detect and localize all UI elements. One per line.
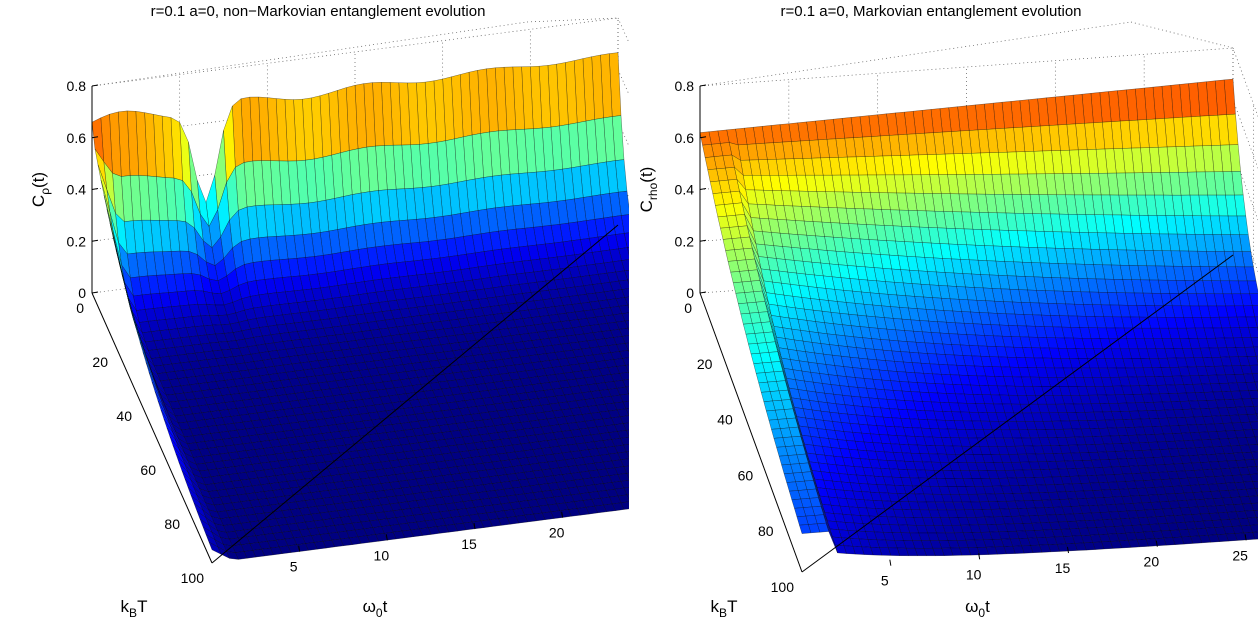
z-axis-label: Crho(t) <box>637 167 660 213</box>
y-tick-label: 60 <box>738 467 754 483</box>
y-axis-line <box>91 292 213 564</box>
chart-title: r=0.1 a=0, non−Markovian entanglement ev… <box>151 3 486 20</box>
surface-plot-non-markovian: r=0.1 a=0, non−Markovian entanglement ev… <box>29 3 629 620</box>
z-tick-label: 0.2 <box>675 233 695 249</box>
y-tick-label: 80 <box>758 523 774 539</box>
x-axis-line <box>801 254 1234 573</box>
chart-left: r=0.1 a=0, non−Markovian entanglement ev… <box>29 3 629 620</box>
surface-patch <box>208 541 222 555</box>
z-tick-label: 0.4 <box>675 182 695 198</box>
y-axis-label: kBT <box>121 597 148 620</box>
y-axis-label: kBT <box>711 597 738 620</box>
y-tick-label: 40 <box>717 412 733 428</box>
x-axis-line <box>211 224 619 564</box>
y-tick-label: 100 <box>771 579 795 595</box>
x-tick-label: 10 <box>966 566 982 582</box>
x-tick-label: 5 <box>881 573 889 589</box>
y-tick-label: 0 <box>76 300 84 316</box>
chart-right: r=0.1 a=0, Markovian entanglement evolut… <box>629 0 1258 623</box>
y-tick-label: 0 <box>684 300 692 316</box>
x-tick-label: 25 <box>1232 547 1248 563</box>
x-tick-label: 10 <box>374 547 390 563</box>
z-tick-label: 0.6 <box>675 130 695 146</box>
x-tick-label: 15 <box>1055 560 1071 576</box>
z-tick-label: 0.8 <box>67 78 87 94</box>
chart-title: r=0.1 a=0, Markovian entanglement evolut… <box>780 3 1081 20</box>
y-tick-label: 20 <box>697 356 713 372</box>
x-axis-label: ω0t <box>363 597 388 620</box>
y-tick-label: 80 <box>164 516 180 532</box>
z-tick-label: 0 <box>686 285 694 301</box>
x-tick-label: 5 <box>290 559 298 575</box>
surface <box>91 52 629 560</box>
z-tick-label: 0.6 <box>67 130 87 146</box>
y-tick-label: 100 <box>181 570 205 586</box>
surface <box>699 78 1258 556</box>
z-tick-label: 0.2 <box>67 233 87 249</box>
x-axis-label: ω0t <box>965 597 990 620</box>
surface-patch <box>799 524 812 534</box>
z-tick-label: 0.4 <box>67 182 87 198</box>
x-tick-label: 15 <box>461 536 477 552</box>
z-tick-label: 0.8 <box>675 78 695 94</box>
z-axis-label: Cρ(t) <box>29 172 52 207</box>
surface-plot-markovian: r=0.1 a=0, Markovian entanglement evolut… <box>637 3 1258 620</box>
y-tick-label: 40 <box>116 408 132 424</box>
x-tick-label: 20 <box>549 525 565 541</box>
y-tick-label: 20 <box>92 354 108 370</box>
y-axis-line <box>699 292 803 573</box>
x-tick-label: 20 <box>1144 554 1160 570</box>
y-tick-label: 60 <box>140 462 156 478</box>
z-tick-label: 0 <box>78 285 86 301</box>
